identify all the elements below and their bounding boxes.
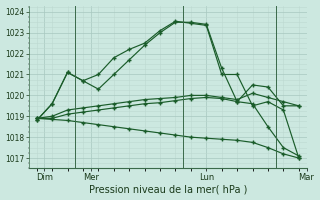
X-axis label: Pression niveau de la mer( hPa ): Pression niveau de la mer( hPa )	[89, 184, 247, 194]
